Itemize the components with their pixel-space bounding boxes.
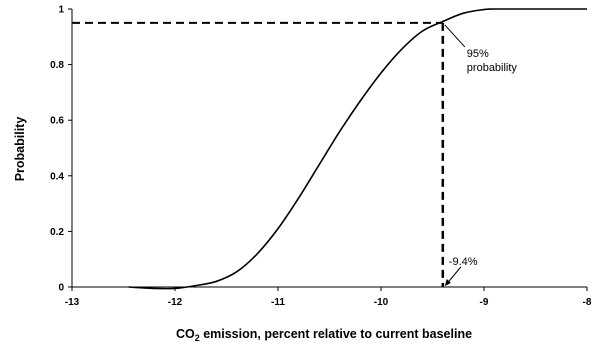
x-axis-title-subscript: 2 bbox=[195, 333, 200, 343]
y-tick-label: 0.8 bbox=[50, 60, 64, 71]
y-axis-title: Probability bbox=[13, 117, 27, 182]
y-tick-label: 0.4 bbox=[50, 171, 64, 182]
annotation-probability: probability bbox=[467, 62, 518, 74]
x-value-arrowhead bbox=[444, 279, 451, 286]
cumulative-probability-line bbox=[128, 8, 587, 290]
y-tick-label: 0.6 bbox=[50, 116, 64, 127]
reference-lines bbox=[72, 21, 445, 287]
axes: 0 0.2 0.4 0.6 0.8 1 -13 -12 -11 -10 -9 -8 bbox=[50, 5, 592, 309]
x-tick-label: -9 bbox=[480, 297, 489, 308]
x-tick-label: -13 bbox=[65, 297, 80, 308]
annotation-x-value: -9.4% bbox=[449, 256, 478, 268]
x-tick-label: -8 bbox=[583, 297, 592, 308]
x-tick-label: -10 bbox=[374, 297, 389, 308]
annotation-layer: 95% probability -9.4% bbox=[444, 24, 518, 286]
annotation-95-percent: 95% bbox=[467, 48, 489, 60]
y-tick-label: 0 bbox=[58, 283, 64, 294]
x-axis-title: CO2 emission, percent relative to curren… bbox=[176, 327, 472, 343]
x-tick-label: -11 bbox=[271, 297, 285, 308]
x-tick-label: -12 bbox=[168, 297, 183, 308]
y-tick-label: 1 bbox=[58, 5, 64, 16]
series-layer bbox=[128, 8, 587, 290]
probability-leader-line bbox=[444, 24, 466, 48]
y-tick-label: 0.2 bbox=[50, 227, 64, 238]
